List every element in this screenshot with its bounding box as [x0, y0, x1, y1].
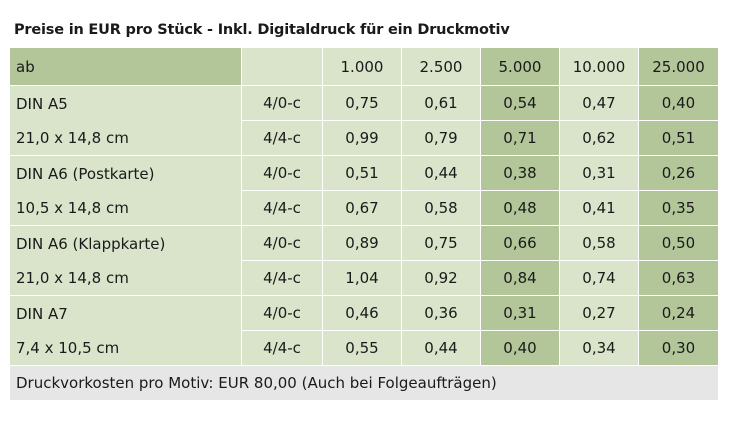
- product-row: DIN A5 21,0 x 14,8 cm 4/0-c 0,75 0,61 0,54 0,4…: [9, 85, 719, 156]
- price-cell: 0,44: [401, 155, 481, 191]
- color-mode-cell: 4/4-c: [241, 120, 323, 156]
- price-cell: 0,46: [322, 295, 402, 331]
- product-name-cell: DIN A7 7,4 x 10,5 cm: [9, 295, 242, 366]
- product-name: DIN A6 (Postkarte): [16, 164, 155, 183]
- price-cell: 0,50: [638, 225, 719, 261]
- price-cell: 0,44: [401, 330, 481, 366]
- product-name: DIN A6 (Klappkarte): [16, 234, 166, 253]
- price-cell: 0,79: [401, 120, 481, 156]
- header-quantity: 2.500: [401, 47, 481, 86]
- price-cell: 0,27: [559, 295, 639, 331]
- price-cell: 0,67: [322, 190, 402, 226]
- product-name-cell: DIN A5 21,0 x 14,8 cm: [9, 85, 242, 156]
- footer-row: Druckvorkosten pro Motiv: EUR 80,00 (Auc…: [9, 365, 719, 401]
- price-cell: 0,47: [559, 85, 639, 121]
- price-cell: 0,55: [322, 330, 402, 366]
- price-cell: 0,35: [638, 190, 719, 226]
- header-quantity: 1.000: [322, 47, 402, 86]
- product-name-cell: DIN A6 (Postkarte) 10,5 x 14,8 cm: [9, 155, 242, 226]
- product-name: DIN A5: [16, 94, 68, 113]
- price-cell: 0,48: [480, 190, 560, 226]
- price-table-body: ab 1.000 2.500 5.000 10.000 25.000 DIN A…: [9, 47, 719, 401]
- price-cell: 0,89: [322, 225, 402, 261]
- header-quantity: 25.000: [638, 47, 719, 86]
- price-cell: 0,66: [480, 225, 560, 261]
- product-row: DIN A6 (Postkarte) 10,5 x 14,8 cm 4/0-c 0,5…: [9, 155, 719, 226]
- price-cell: 0,41: [559, 190, 639, 226]
- price-table: ab 1.000 2.500 5.000 10.000 25.000 DIN A…: [9, 47, 719, 401]
- header-quantity: 5.000: [480, 47, 560, 86]
- product-row: 4/4-c 0,99 0,79 0,71 0,62 0,51: [10, 120, 719, 156]
- footer-note: Druckvorkosten pro Motiv: EUR 80,00 (Auc…: [9, 365, 719, 401]
- price-cell: 0,51: [322, 155, 402, 191]
- price-cell: 0,92: [401, 260, 481, 296]
- color-mode-cell: 4/4-c: [241, 330, 323, 366]
- product-size: 21,0 x 14,8 cm: [16, 268, 129, 287]
- price-cell: 0,54: [480, 85, 560, 121]
- price-cell: 0,51: [638, 120, 719, 156]
- price-cell: 0,84: [480, 260, 560, 296]
- product-row: 4/4-c 0,55 0,44 0,40 0,34 0,30: [10, 330, 719, 366]
- product-row: 4/4-c 0,67 0,58 0,48 0,41 0,35: [10, 190, 719, 226]
- price-cell: 0,61: [401, 85, 481, 121]
- color-mode-cell: 4/4-c: [241, 260, 323, 296]
- color-mode-cell: 4/0-c: [241, 295, 323, 331]
- price-cell: 0,40: [638, 85, 719, 121]
- product-row: 4/4-c 1,04 0,92 0,84 0,74 0,63: [10, 260, 719, 296]
- table-title: Preise in EUR pro Stück - Inkl. Digitald…: [14, 22, 510, 38]
- product-size: 7,4 x 10,5 cm: [16, 338, 120, 357]
- price-cell: 0,75: [322, 85, 402, 121]
- header-empty-cell: [241, 47, 323, 86]
- price-cell: 0,75: [401, 225, 481, 261]
- product-name-cell: DIN A6 (Klappkarte) 21,0 x 14,8 cm: [9, 225, 242, 296]
- price-cell: 0,62: [559, 120, 639, 156]
- price-cell: 0,24: [638, 295, 719, 331]
- color-mode-cell: 4/4-c: [241, 190, 323, 226]
- price-cell: 0,58: [401, 190, 481, 226]
- price-cell: 1,04: [322, 260, 402, 296]
- product-row: DIN A6 (Klappkarte) 21,0 x 14,8 cm 4/0-c 0,…: [9, 225, 719, 296]
- price-cell: 0,38: [480, 155, 560, 191]
- header-quantity: 10.000: [559, 47, 639, 86]
- color-mode-cell: 4/0-c: [241, 85, 323, 121]
- header-ab-label: ab: [9, 47, 242, 86]
- price-cell: 0,34: [559, 330, 639, 366]
- price-cell: 0,26: [638, 155, 719, 191]
- price-cell: 0,71: [480, 120, 560, 156]
- price-cell: 0,30: [638, 330, 719, 366]
- price-cell: 0,99: [322, 120, 402, 156]
- price-cell: 0,31: [480, 295, 560, 331]
- price-cell: 0,36: [401, 295, 481, 331]
- price-cell: 0,74: [559, 260, 639, 296]
- product-size: 21,0 x 14,8 cm: [16, 128, 129, 147]
- price-cell: 0,63: [638, 260, 719, 296]
- product-row: DIN A7 7,4 x 10,5 cm 4/0-c 0,46 0,36 0,31 0,27…: [9, 295, 719, 366]
- color-mode-cell: 4/0-c: [241, 155, 323, 191]
- header-row: ab 1.000 2.500 5.000 10.000 25.000: [9, 47, 719, 86]
- price-cell: 0,31: [559, 155, 639, 191]
- price-cell: 0,58: [559, 225, 639, 261]
- color-mode-cell: 4/0-c: [241, 225, 323, 261]
- price-cell: 0,40: [480, 330, 560, 366]
- product-size: 10,5 x 14,8 cm: [16, 198, 129, 217]
- product-name: DIN A7: [16, 304, 68, 323]
